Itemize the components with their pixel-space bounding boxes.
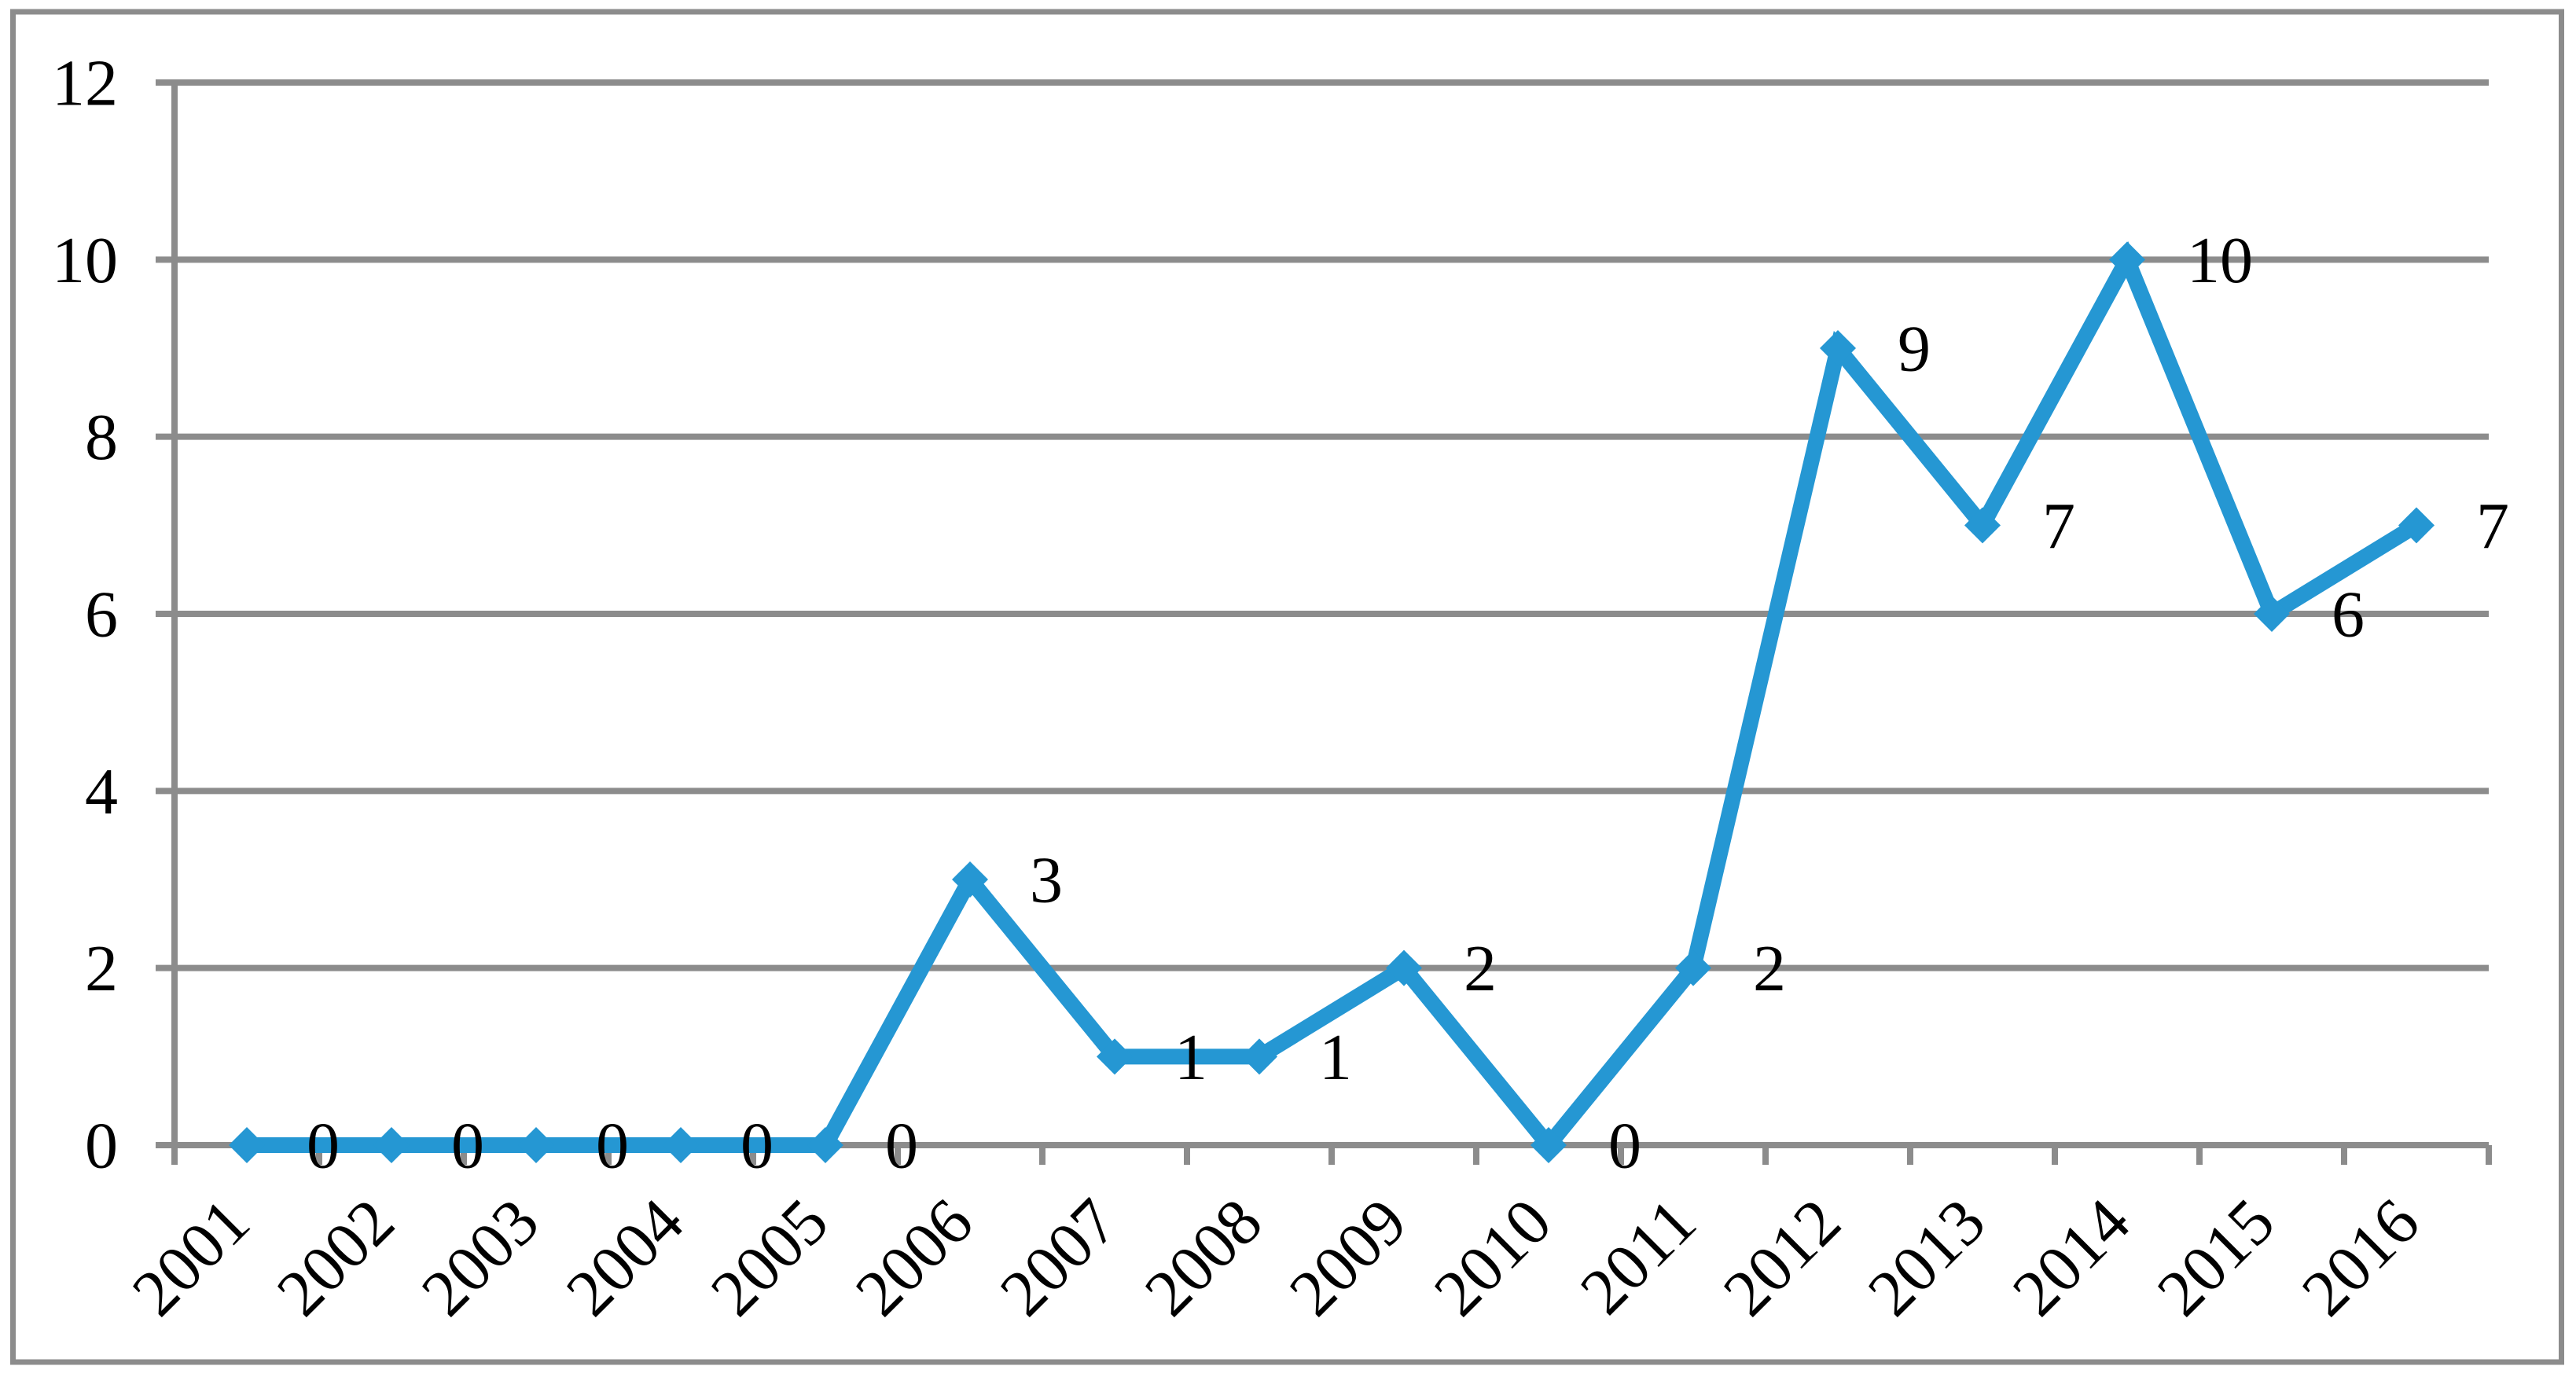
data-label: 1 — [1174, 1021, 1207, 1094]
y-axis-tick-label: 6 — [85, 578, 118, 652]
y-axis-tick-label: 2 — [85, 932, 118, 1005]
data-label: 0 — [596, 1110, 629, 1183]
data-point-marker — [2109, 241, 2145, 278]
data-point-marker — [373, 1127, 410, 1163]
data-label: 0 — [740, 1110, 774, 1183]
data-point-marker — [1241, 1038, 1277, 1075]
data-point-marker — [1964, 507, 2001, 544]
data-label: 0 — [307, 1110, 340, 1183]
data-point-marker — [807, 1127, 843, 1163]
y-axis-tick-label: 10 — [52, 224, 118, 297]
y-axis-tick-label: 0 — [85, 1110, 118, 1183]
data-point-marker — [663, 1127, 699, 1163]
data-point-marker — [229, 1127, 265, 1163]
data-point-marker — [952, 861, 988, 898]
series-line — [247, 241, 2421, 1158]
data-point-marker — [2398, 507, 2435, 544]
data-label: 0 — [1608, 1110, 1641, 1183]
data-label: 0 — [451, 1110, 484, 1183]
data-point-marker — [1097, 1038, 1133, 1075]
data-label: 9 — [1898, 313, 1931, 386]
data-label: 2 — [1464, 932, 1497, 1005]
data-point-marker — [1820, 330, 1856, 366]
data-label: 7 — [2476, 490, 2509, 563]
data-label: 1 — [1319, 1021, 1352, 1094]
y-axis-tick-label: 4 — [85, 755, 118, 828]
data-label: 0 — [885, 1110, 918, 1183]
chart-border — [10, 9, 2564, 1365]
data-point-marker — [2254, 596, 2290, 632]
data-point-marker — [1386, 949, 1422, 986]
y-axis-tick-label: 12 — [52, 47, 118, 120]
data-label: 2 — [1753, 932, 1786, 1005]
data-point-marker — [518, 1127, 554, 1163]
y-axis-tick-label: 8 — [85, 401, 118, 474]
data-point-marker — [1675, 949, 1711, 986]
data-point-marker — [1531, 1127, 1567, 1163]
data-label: 6 — [2332, 578, 2365, 652]
data-label: 3 — [1030, 844, 1063, 917]
data-label: 10 — [2187, 224, 2253, 297]
data-label: 7 — [2042, 490, 2075, 563]
